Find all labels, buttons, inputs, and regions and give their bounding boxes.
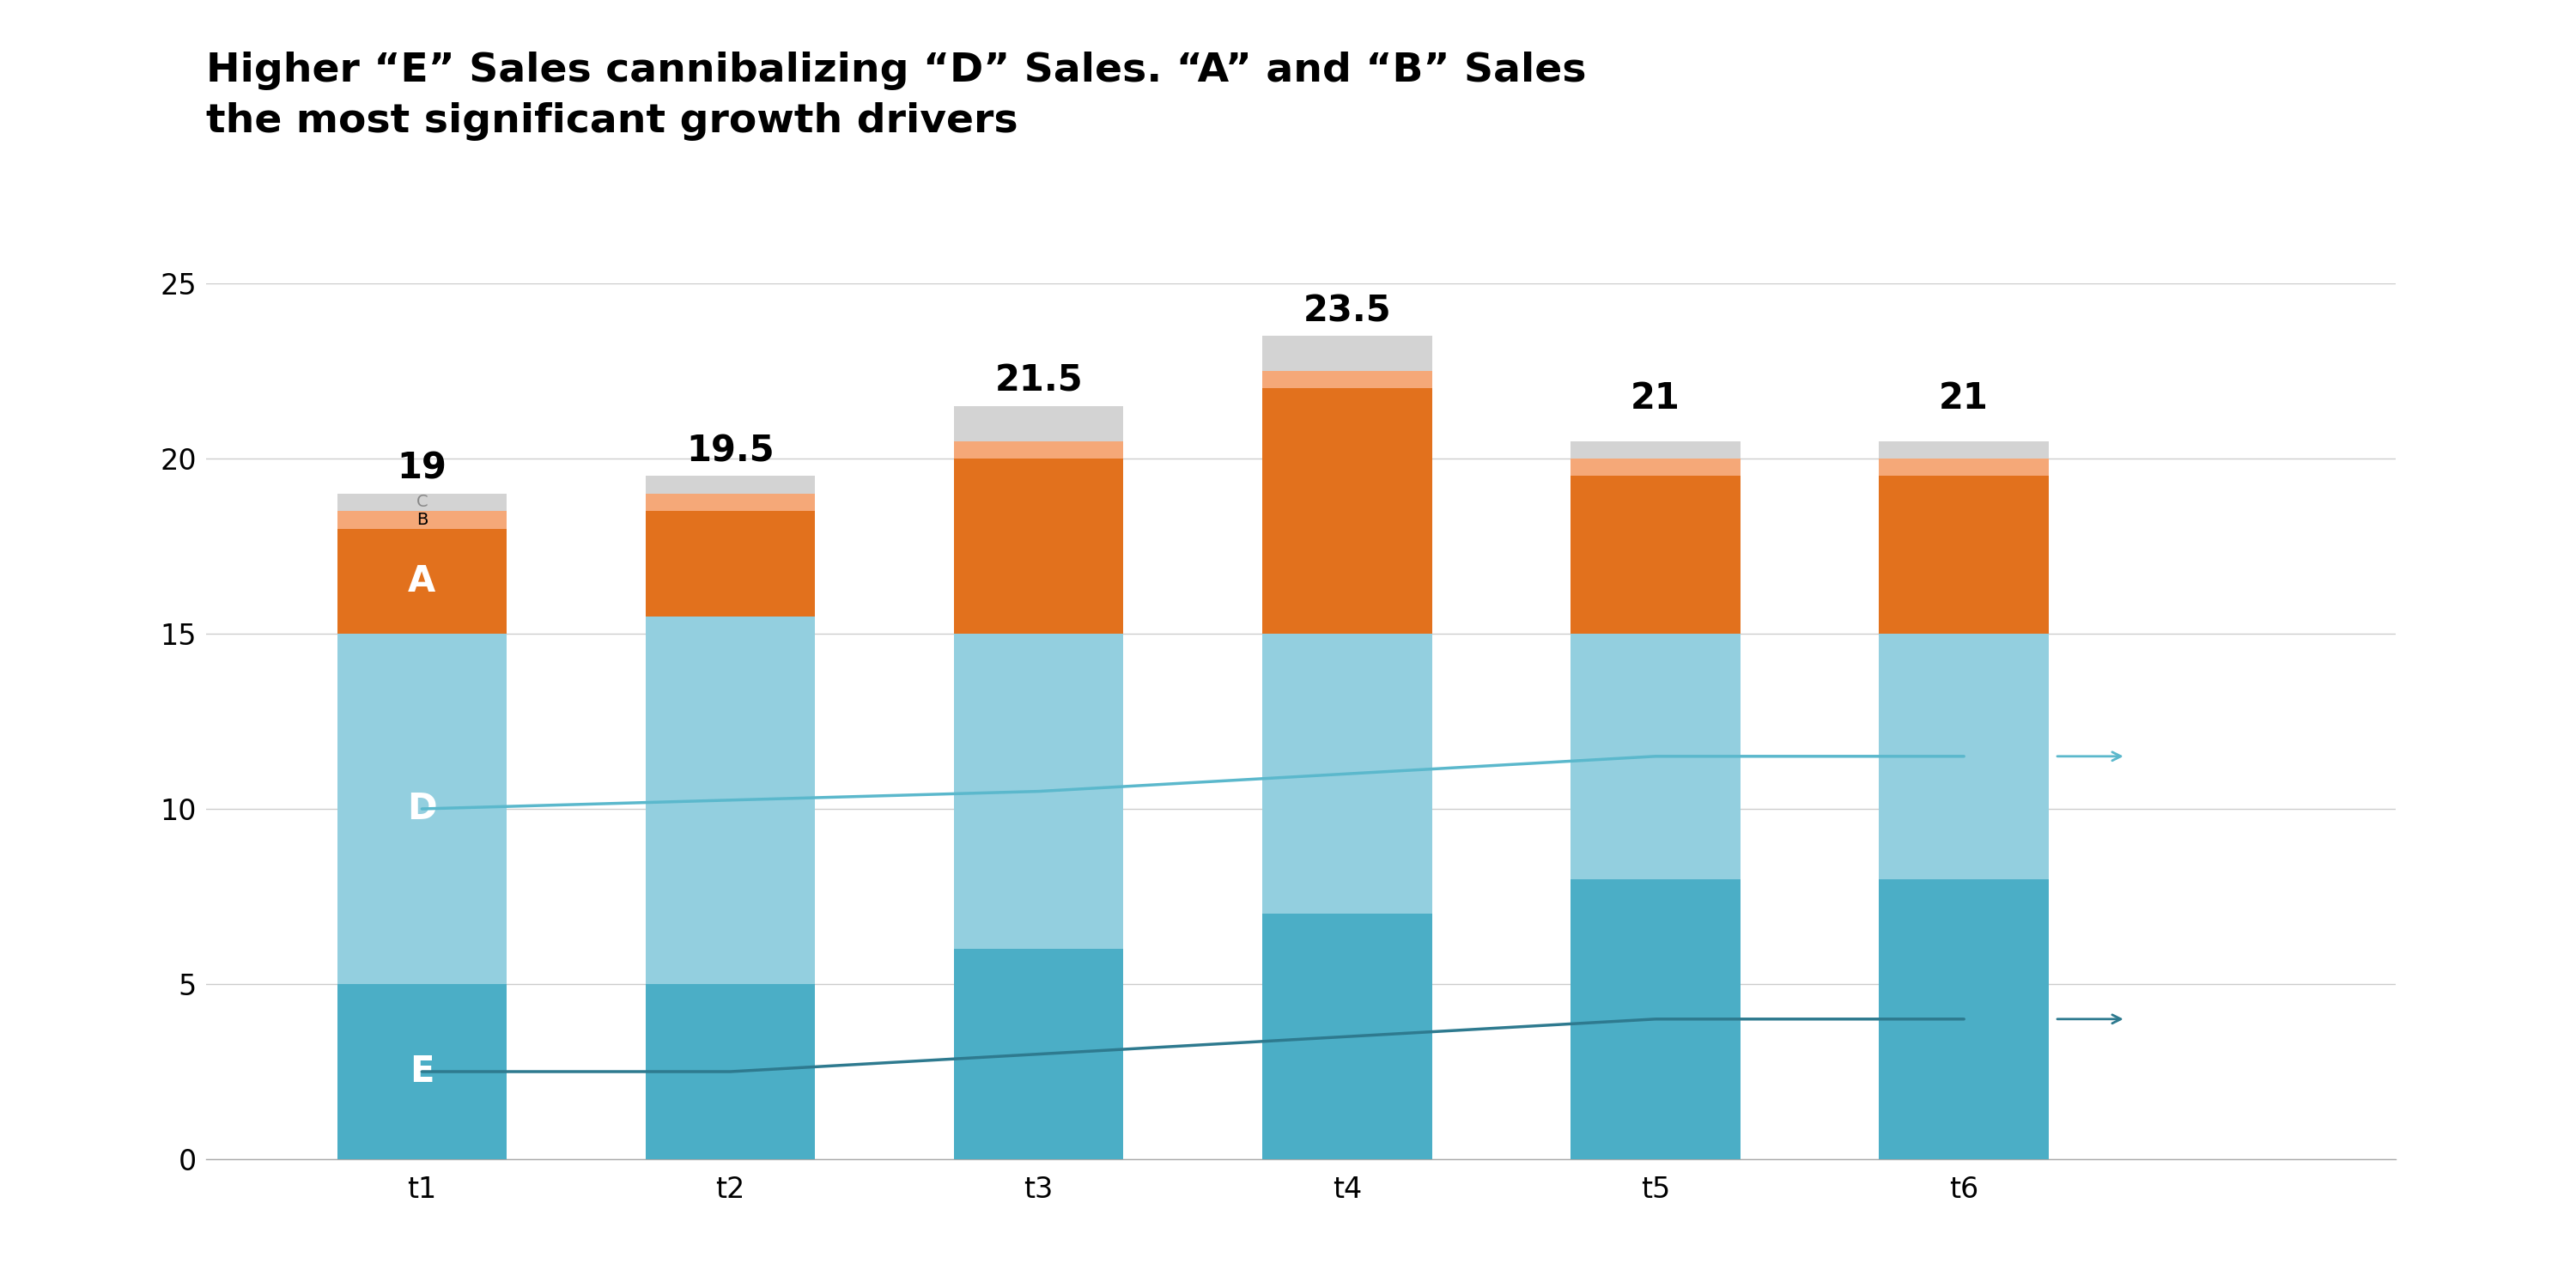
Text: 21.5: 21.5 (994, 363, 1082, 399)
Bar (647, 493, 814, 511)
Bar (337, 528, 507, 634)
Bar (1571, 634, 1741, 878)
Text: 19.5: 19.5 (685, 433, 775, 469)
Bar (1262, 371, 1432, 389)
Bar (1571, 440, 1741, 459)
Bar (953, 949, 1123, 1159)
Bar (953, 440, 1123, 459)
Bar (1878, 459, 2048, 477)
Bar (1262, 336, 1432, 371)
Bar (953, 459, 1123, 634)
Text: 19: 19 (397, 451, 446, 487)
Text: D: D (407, 791, 438, 827)
Bar (1262, 634, 1432, 914)
Bar (337, 984, 507, 1159)
Bar (337, 493, 507, 511)
Bar (953, 406, 1123, 440)
Bar (647, 477, 814, 493)
Bar (1262, 914, 1432, 1159)
Text: A: A (407, 563, 435, 599)
Bar (1571, 878, 1741, 1159)
Bar (1262, 389, 1432, 634)
Bar (647, 984, 814, 1159)
Text: C: C (417, 495, 428, 510)
Bar (1878, 440, 2048, 459)
Bar (1571, 459, 1741, 477)
Text: E: E (410, 1054, 435, 1090)
Text: Higher “E” Sales cannibalizing “D” Sales. “A” and “B” Sales
the most significant: Higher “E” Sales cannibalizing “D” Sales… (206, 52, 1587, 140)
Bar (1878, 477, 2048, 634)
Text: 23.5: 23.5 (1303, 292, 1391, 328)
Bar (1571, 477, 1741, 634)
Bar (647, 616, 814, 984)
Bar (647, 511, 814, 616)
Bar (337, 634, 507, 984)
Text: B: B (417, 511, 428, 528)
Bar (1878, 878, 2048, 1159)
Bar (953, 634, 1123, 949)
Text: 21: 21 (1631, 380, 1680, 416)
Bar (1878, 634, 2048, 878)
Bar (337, 511, 507, 528)
Text: 21: 21 (1940, 380, 1989, 416)
